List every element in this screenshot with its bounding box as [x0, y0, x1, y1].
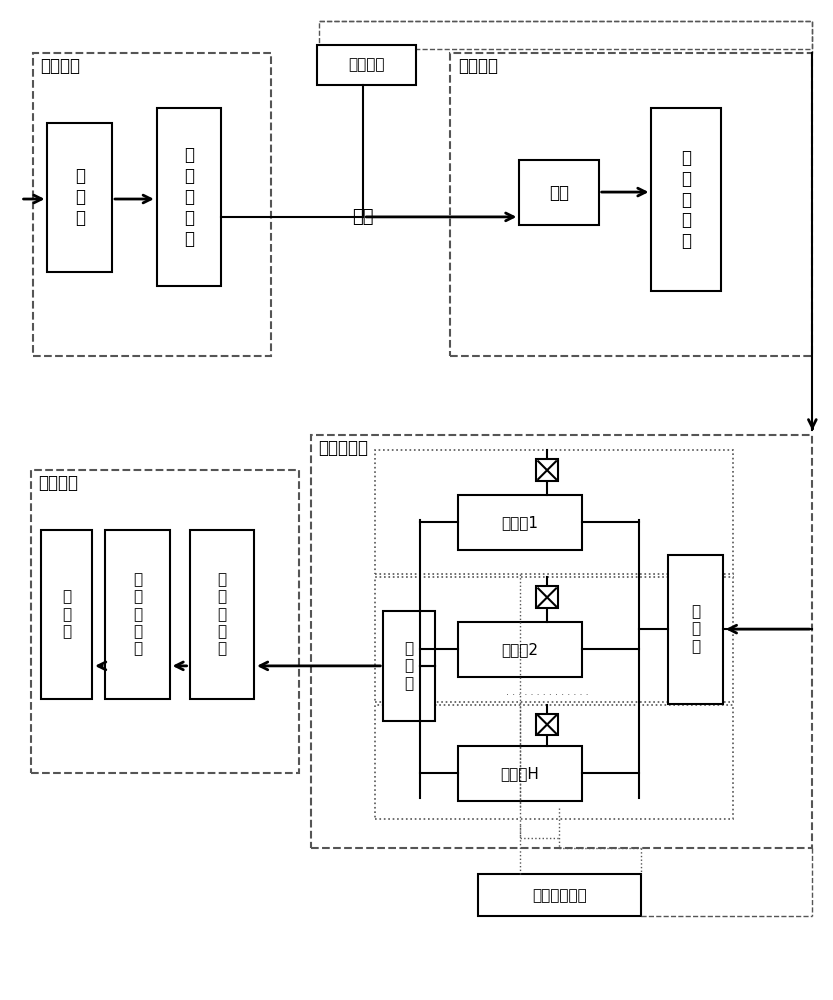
Bar: [32, 53, 271, 356]
Text: 第
一
酸
洗
塔: 第 一 酸 洗 塔: [184, 146, 194, 248]
Text: 压缩机1: 压缩机1: [501, 515, 538, 530]
Bar: [311, 435, 812, 848]
Text: 气柜: 气柜: [352, 208, 374, 226]
Bar: [376, 450, 733, 574]
Text: 风机: 风机: [549, 184, 569, 202]
Text: 出
气
端: 出 气 端: [405, 641, 414, 691]
Text: . . . . . . . . . . . . . .: . . . . . . . . . . . . . .: [506, 687, 588, 697]
Bar: [383, 611, 435, 721]
Text: 压缩机模块: 压缩机模块: [319, 439, 369, 457]
Bar: [668, 555, 723, 704]
Bar: [457, 746, 582, 801]
Text: 第
二
次
洗
塔: 第 二 次 洗 塔: [681, 149, 691, 250]
Bar: [47, 123, 112, 272]
Text: 出气管路: 出气管路: [38, 474, 78, 492]
Bar: [190, 530, 254, 699]
Text: 压缩控制模块: 压缩控制模块: [532, 888, 587, 903]
Bar: [450, 53, 812, 356]
Text: 压缩机H: 压缩机H: [501, 766, 539, 781]
Bar: [31, 470, 299, 773]
Text: 水
洗
塔: 水 洗 塔: [75, 167, 85, 227]
Bar: [651, 108, 721, 291]
Text: 第
一
冷
凝
器: 第 一 冷 凝 器: [217, 572, 227, 657]
Bar: [536, 586, 558, 608]
Text: 第
二
冷
凝
器: 第 二 冷 凝 器: [132, 572, 142, 657]
Bar: [157, 108, 222, 286]
Text: 成
品
槽: 成 品 槽: [62, 589, 71, 639]
Bar: [477, 874, 641, 916]
Bar: [319, 21, 812, 49]
Bar: [376, 705, 733, 819]
Bar: [536, 459, 558, 481]
Bar: [376, 577, 733, 702]
Bar: [519, 160, 599, 225]
Text: 进
气
端: 进 气 端: [691, 604, 701, 654]
Text: 压缩机2: 压缩机2: [501, 642, 538, 657]
Bar: [105, 530, 170, 699]
Text: 检测模块: 检测模块: [348, 57, 385, 72]
Bar: [536, 714, 558, 735]
Bar: [317, 45, 416, 85]
Bar: [41, 530, 92, 699]
Text: 供气模块: 供气模块: [41, 57, 81, 75]
Bar: [457, 622, 582, 677]
Bar: [457, 495, 582, 550]
Text: 进气管路: 进气管路: [457, 57, 498, 75]
